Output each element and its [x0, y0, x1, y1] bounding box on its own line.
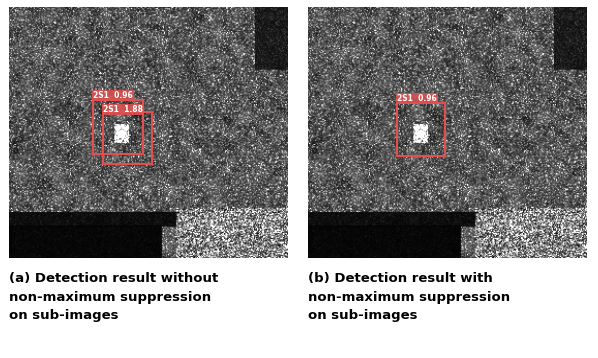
- Text: (a) Detection result without
non-maximum suppression
on sub-images: (a) Detection result without non-maximum…: [9, 272, 218, 322]
- Bar: [93, 100, 144, 154]
- Bar: [397, 103, 446, 156]
- Text: 2S1  0.96: 2S1 0.96: [397, 94, 437, 103]
- Text: (b) Detection result with
non-maximum suppression
on sub-images: (b) Detection result with non-maximum su…: [308, 272, 510, 322]
- Text: 2S1  1.88: 2S1 1.88: [103, 105, 143, 114]
- Bar: [103, 112, 152, 164]
- Text: 2S1  0.96: 2S1 0.96: [93, 91, 133, 100]
